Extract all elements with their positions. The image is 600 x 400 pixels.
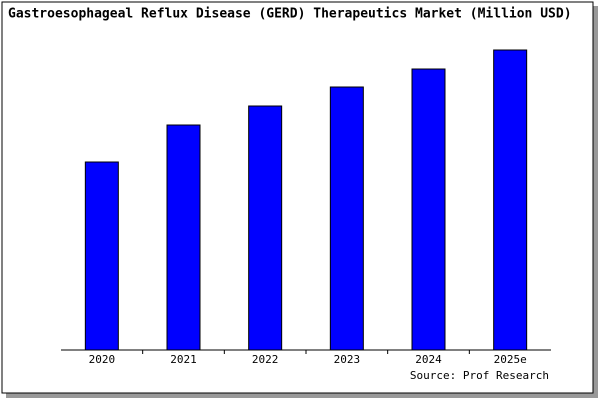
bar	[84, 161, 119, 351]
plot: Gastroesophageal Reflux Disease (GERD) T…	[8, 7, 572, 383]
bar	[329, 86, 364, 351]
x-tick-label: 2021	[170, 353, 197, 366]
x-tick-label: 2022	[252, 353, 279, 366]
bar	[166, 124, 201, 351]
source-note: Source: Prof Research	[410, 369, 549, 382]
bar	[248, 105, 283, 351]
bar	[411, 68, 446, 351]
x-tick-label: 2023	[334, 353, 361, 366]
x-tick-label: 2025e	[494, 353, 527, 366]
chart-title: Gastroesophageal Reflux Disease (GERD) T…	[8, 7, 572, 22]
x-tick-label: 2020	[89, 353, 116, 366]
x-tick-label: 2024	[415, 353, 442, 366]
bar	[493, 49, 528, 351]
